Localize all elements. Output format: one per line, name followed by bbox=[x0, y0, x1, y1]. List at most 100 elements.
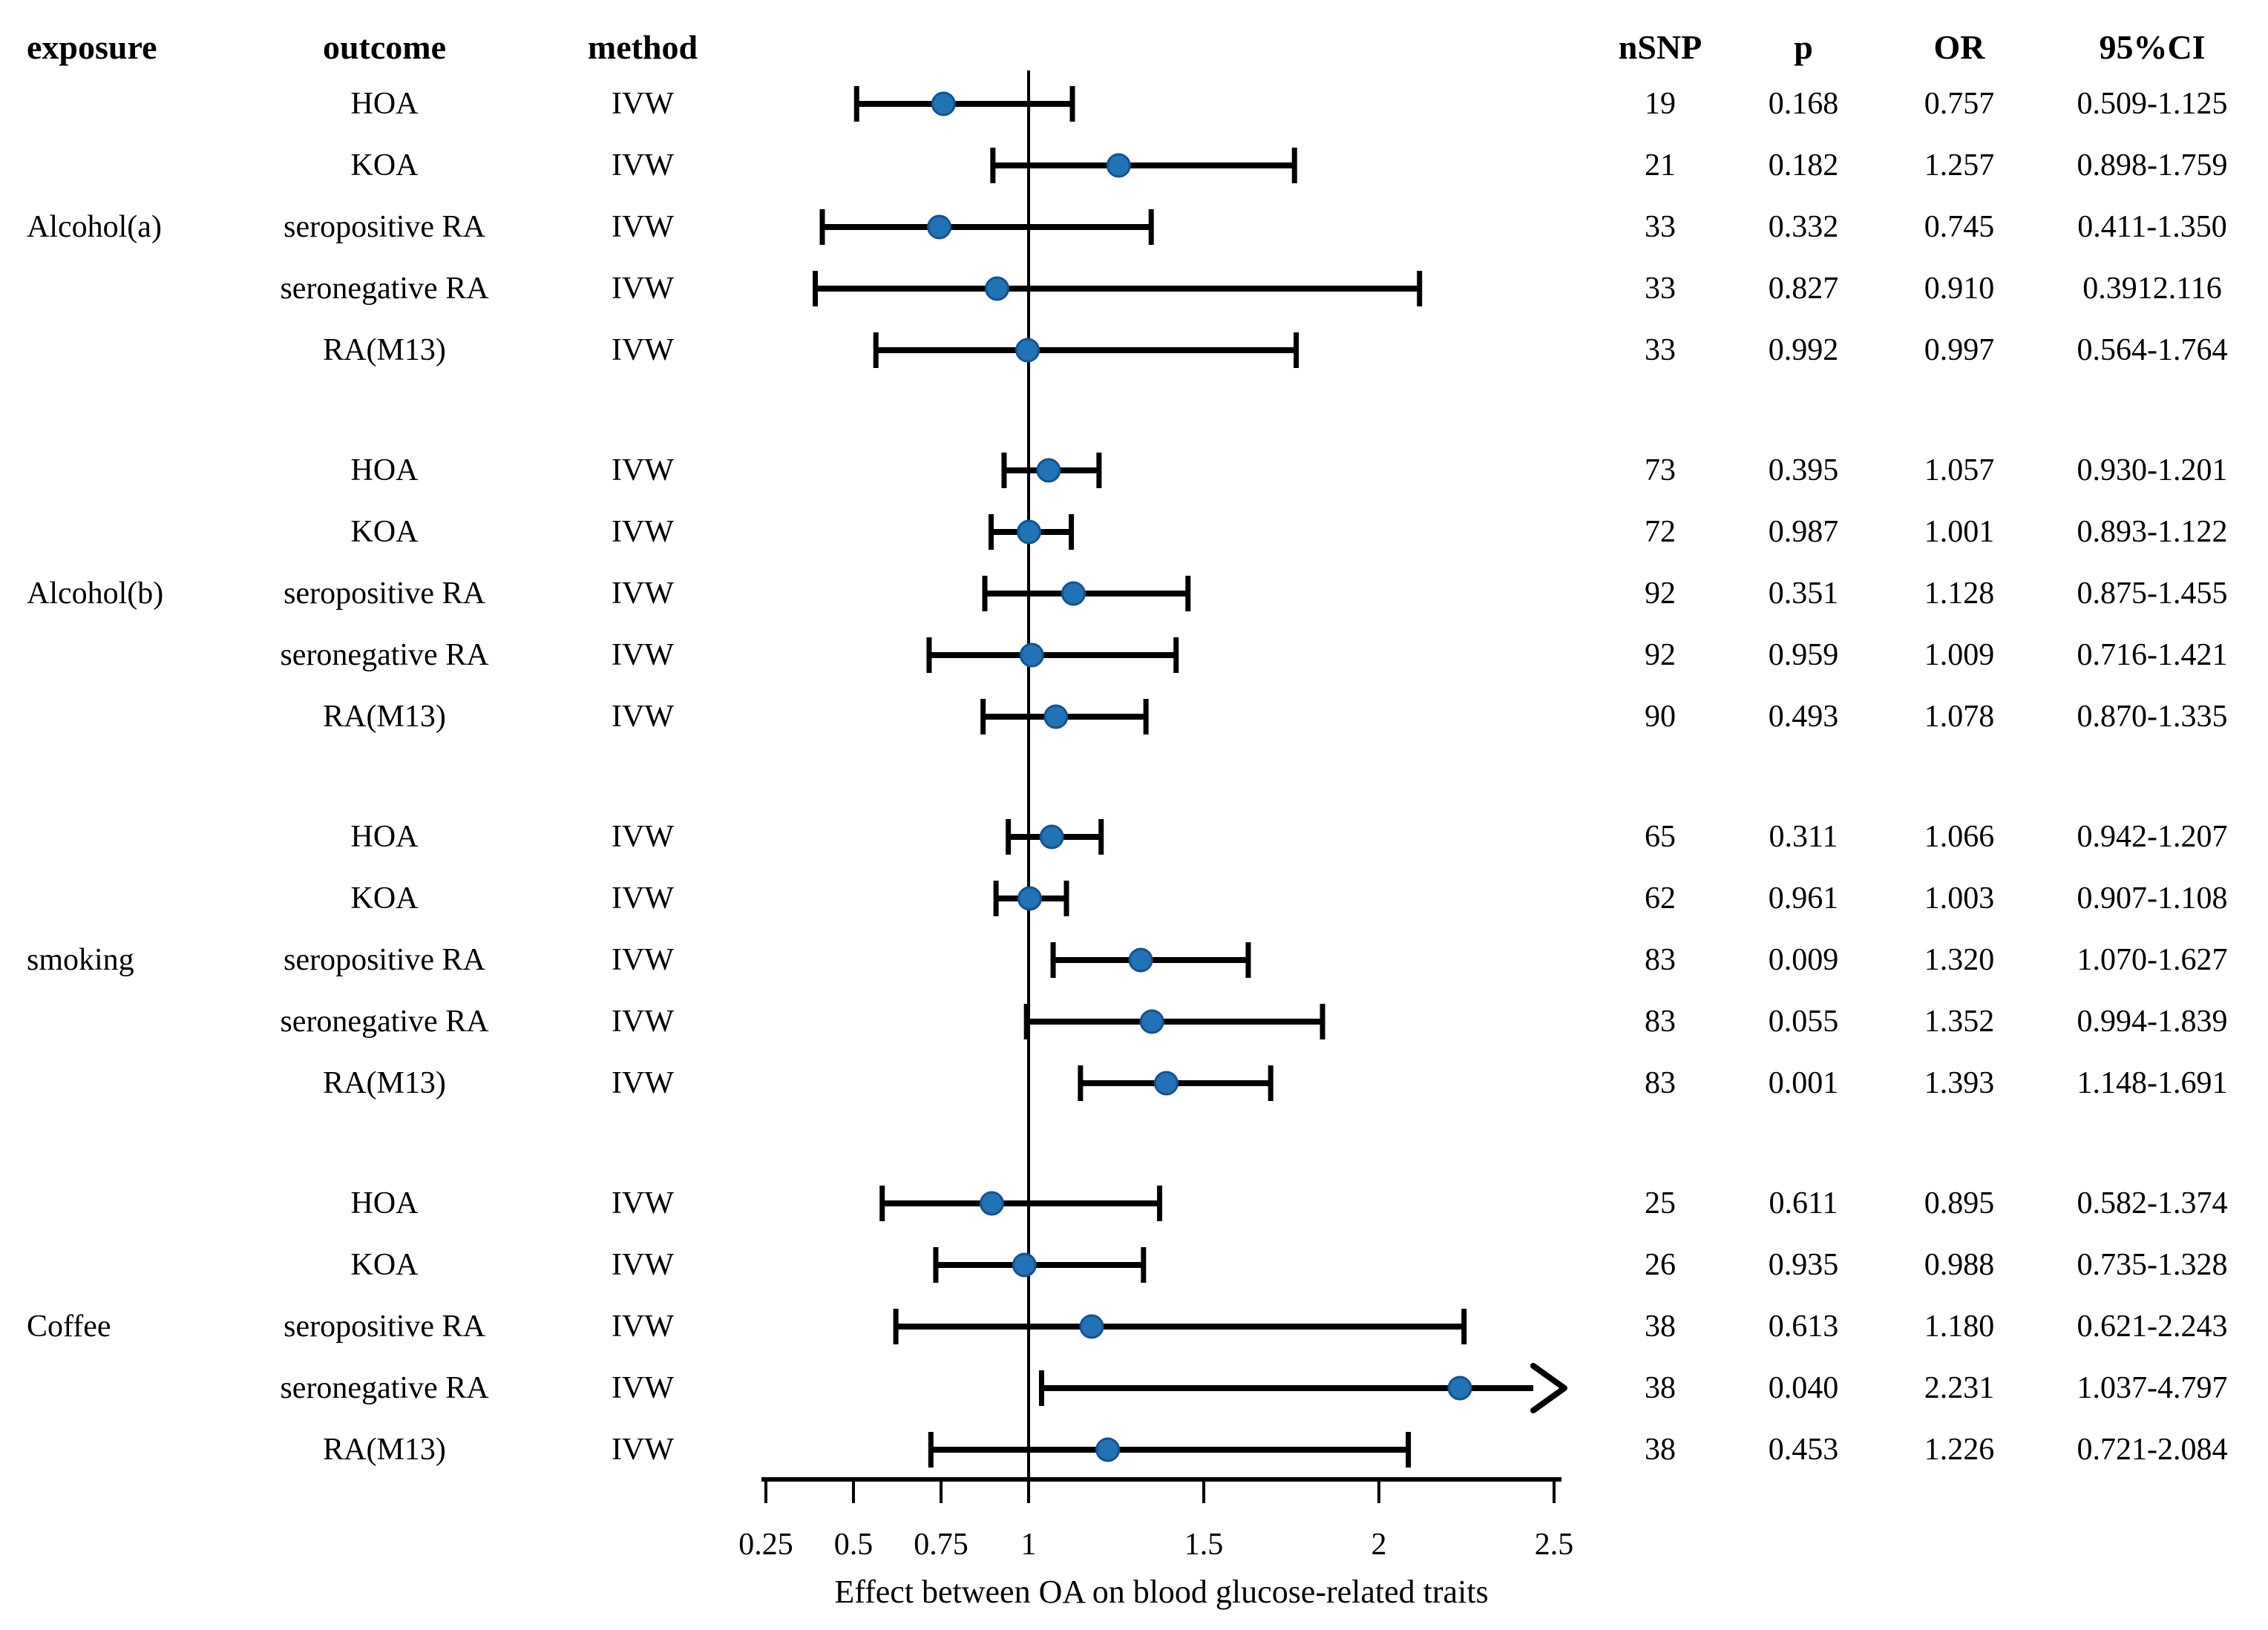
method-label: IVW bbox=[612, 210, 674, 244]
ci-value: 0.893-1.122 bbox=[2077, 515, 2228, 549]
point-marker bbox=[1039, 824, 1064, 849]
nsnp-value: 92 bbox=[1645, 576, 1676, 611]
point-marker bbox=[1043, 704, 1069, 729]
outcome-label: seronegative RA bbox=[280, 1005, 489, 1039]
or-value: 0.745 bbox=[1924, 210, 1995, 244]
exposure-label: Coffee bbox=[27, 1309, 111, 1344]
p-value: 0.040 bbox=[1768, 1371, 1839, 1405]
outcome-label: HOA bbox=[350, 87, 419, 121]
outcome-label: KOA bbox=[350, 515, 419, 549]
nsnp-value: 38 bbox=[1645, 1371, 1676, 1405]
nsnp-value: 38 bbox=[1645, 1433, 1676, 1467]
point-marker bbox=[1079, 1314, 1104, 1339]
point-marker bbox=[1016, 519, 1041, 545]
ci-value: 0.907-1.108 bbox=[2077, 881, 2228, 916]
nsnp-value: 38 bbox=[1645, 1309, 1676, 1344]
ci-value: 1.037-4.797 bbox=[2077, 1371, 2228, 1405]
point-marker bbox=[1012, 1252, 1037, 1278]
ci-value: 0.721-2.084 bbox=[2077, 1433, 2228, 1467]
or-value: 1.003 bbox=[1924, 881, 1995, 916]
ci-value: 0.564-1.764 bbox=[2077, 333, 2228, 367]
ci-value: 0.942-1.207 bbox=[2077, 820, 2228, 854]
or-value: 1.128 bbox=[1924, 576, 1995, 611]
point-marker bbox=[1019, 643, 1044, 668]
x-tick-label: 0.25 bbox=[738, 1528, 793, 1562]
p-value: 0.351 bbox=[1768, 576, 1839, 611]
or-value: 0.997 bbox=[1924, 333, 1995, 367]
nsnp-value: 90 bbox=[1645, 700, 1676, 734]
ci-value: 0.875-1.455 bbox=[2077, 576, 2228, 611]
outcome-label: seropositive RA bbox=[284, 210, 485, 244]
outcome-label: seronegative RA bbox=[280, 1371, 489, 1405]
x-axis-title: Effect between OA on blood glucose-relat… bbox=[834, 1574, 1489, 1610]
method-label: IVW bbox=[612, 943, 674, 977]
or-value: 1.180 bbox=[1924, 1309, 1995, 1344]
method-label: IVW bbox=[612, 453, 674, 487]
outcome-label: seronegative RA bbox=[280, 638, 489, 672]
p-value: 0.009 bbox=[1768, 943, 1839, 977]
or-value: 0.895 bbox=[1924, 1186, 1995, 1220]
ci-value: 0.994-1.839 bbox=[2077, 1005, 2228, 1039]
method-label: IVW bbox=[612, 1433, 674, 1467]
ci-value: 0.582-1.374 bbox=[2077, 1186, 2228, 1220]
p-value: 0.055 bbox=[1768, 1005, 1839, 1039]
point-marker bbox=[1015, 338, 1040, 363]
exposure-label: Alcohol(b) bbox=[27, 576, 164, 611]
ci-value: 1.070-1.627 bbox=[2077, 943, 2228, 977]
p-value: 0.827 bbox=[1768, 272, 1839, 306]
outcome-label: KOA bbox=[350, 148, 419, 183]
outcome-label: seropositive RA bbox=[284, 943, 485, 977]
method-label: IVW bbox=[612, 638, 674, 672]
outcome-label: seropositive RA bbox=[284, 1309, 485, 1344]
nsnp-value: 19 bbox=[1645, 87, 1676, 121]
or-value: 1.257 bbox=[1924, 148, 1995, 183]
method-label: IVW bbox=[612, 272, 674, 306]
p-value: 0.992 bbox=[1768, 333, 1839, 367]
ci-value: 0.716-1.421 bbox=[2077, 638, 2228, 672]
or-value: 2.231 bbox=[1924, 1371, 1995, 1405]
x-tick-label: 0.75 bbox=[914, 1528, 969, 1562]
point-marker bbox=[1106, 153, 1131, 178]
x-tick-label: 1 bbox=[1020, 1528, 1037, 1562]
or-value: 1.001 bbox=[1924, 515, 1995, 549]
x-tick-label: 1.5 bbox=[1184, 1528, 1224, 1562]
method-label: IVW bbox=[612, 820, 674, 854]
exposure-label: Alcohol(a) bbox=[27, 210, 162, 244]
p-value: 0.613 bbox=[1768, 1309, 1839, 1344]
p-value: 0.001 bbox=[1768, 1066, 1839, 1100]
x-tick-label: 2.5 bbox=[1534, 1528, 1574, 1562]
nsnp-value: 72 bbox=[1645, 515, 1676, 549]
point-marker bbox=[1095, 1437, 1121, 1462]
p-value: 0.332 bbox=[1768, 210, 1839, 244]
column-header-or: OR bbox=[1933, 28, 1985, 66]
or-value: 1.393 bbox=[1924, 1066, 1995, 1100]
ci-value: 0.898-1.759 bbox=[2077, 148, 2228, 183]
p-value: 0.493 bbox=[1768, 700, 1839, 734]
method-label: IVW bbox=[612, 87, 674, 121]
or-value: 1.066 bbox=[1924, 820, 1995, 854]
or-value: 1.352 bbox=[1924, 1005, 1995, 1039]
nsnp-value: 83 bbox=[1645, 1005, 1676, 1039]
method-label: IVW bbox=[612, 333, 674, 367]
nsnp-value: 33 bbox=[1645, 210, 1676, 244]
nsnp-value: 73 bbox=[1645, 453, 1676, 487]
point-marker bbox=[931, 91, 956, 116]
outcome-label: HOA bbox=[350, 1186, 419, 1220]
or-value: 1.057 bbox=[1924, 453, 1995, 487]
ci-value: 0.930-1.201 bbox=[2077, 453, 2228, 487]
p-value: 0.935 bbox=[1768, 1248, 1839, 1282]
point-marker bbox=[1061, 581, 1086, 606]
outcome-label: RA(M13) bbox=[323, 1433, 446, 1467]
column-header-method: method bbox=[587, 28, 698, 66]
or-value: 1.078 bbox=[1924, 700, 1995, 734]
or-value: 0.757 bbox=[1924, 87, 1995, 121]
outcome-label: KOA bbox=[350, 1248, 419, 1282]
point-marker bbox=[1017, 886, 1042, 911]
column-header-p: p bbox=[1794, 28, 1813, 66]
point-marker bbox=[1036, 458, 1061, 483]
ci-value: 0.3912.116 bbox=[2082, 272, 2222, 306]
p-value: 0.182 bbox=[1768, 148, 1839, 183]
or-value: 1.320 bbox=[1924, 943, 1995, 977]
